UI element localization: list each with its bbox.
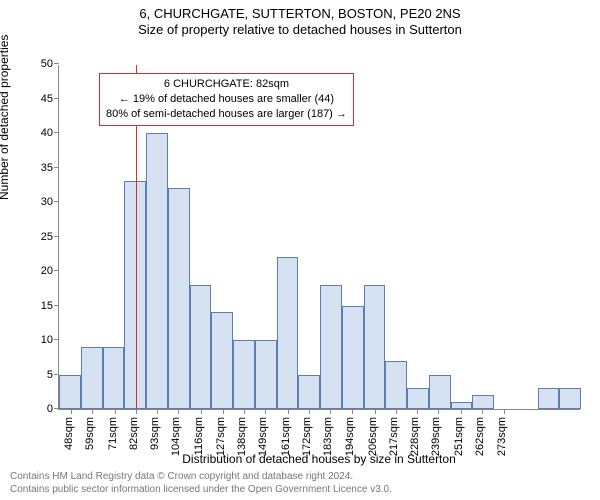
x-tick-mark — [330, 409, 331, 414]
bar — [320, 285, 342, 409]
y-tick-mark — [54, 305, 59, 306]
y-tick-label: 15 — [21, 300, 53, 312]
y-tick-mark — [54, 408, 59, 409]
y-tick-mark — [54, 167, 59, 168]
x-tick-mark — [265, 409, 266, 414]
y-tick-label: 10 — [21, 334, 53, 346]
x-tick-mark — [178, 409, 179, 414]
x-tick-label: 71sqm — [107, 417, 119, 450]
bar — [277, 257, 299, 409]
annotation-line1: 6 CHURCHGATE: 82sqm — [106, 77, 347, 92]
x-tick-label: 228sqm — [409, 417, 421, 456]
x-tick-label: 217sqm — [388, 417, 400, 456]
x-tick-label: 93sqm — [149, 417, 161, 450]
x-tick-label: 251sqm — [453, 417, 465, 456]
annotation-line3: 80% of semi-detached houses are larger (… — [106, 107, 347, 122]
x-tick-label: 273sqm — [496, 417, 508, 456]
y-tick-label: 35 — [21, 162, 53, 174]
y-tick-label: 25 — [21, 231, 53, 243]
x-tick-label: 262sqm — [474, 417, 486, 456]
y-tick-label: 5 — [21, 369, 53, 381]
bar — [103, 347, 125, 409]
y-tick-mark — [54, 236, 59, 237]
x-tick-mark — [244, 409, 245, 414]
footer: Contains HM Land Registry data © Crown c… — [10, 470, 590, 496]
bar — [472, 395, 494, 409]
y-tick-mark — [54, 374, 59, 375]
footer-line2: Contains public sector information licen… — [10, 483, 590, 496]
figure: 6, CHURCHGATE, SUTTERTON, BOSTON, PE20 2… — [0, 0, 600, 500]
x-tick-label: 116sqm — [193, 417, 205, 455]
x-tick-label: 104sqm — [170, 417, 182, 456]
bar — [364, 285, 386, 409]
y-tick-mark — [54, 132, 59, 133]
bar — [538, 388, 560, 409]
bar — [211, 312, 233, 409]
x-tick-mark — [71, 409, 72, 414]
bar — [407, 388, 429, 409]
y-tick-mark — [54, 339, 59, 340]
y-tick-label: 45 — [21, 93, 53, 105]
bar — [385, 361, 407, 409]
x-tick-mark — [309, 409, 310, 414]
y-axis-label: Number of detached properties — [0, 35, 11, 200]
bar — [451, 402, 473, 409]
bar — [255, 340, 277, 409]
title: Size of property relative to detached ho… — [0, 22, 600, 37]
annotation-line2: ← 19% of detached houses are smaller (44… — [106, 92, 347, 107]
x-tick-label: 239sqm — [430, 417, 442, 456]
y-tick-label: 0 — [21, 403, 53, 415]
x-tick-mark — [223, 409, 224, 414]
bar — [146, 133, 168, 409]
x-tick-mark — [157, 409, 158, 414]
y-tick-label: 20 — [21, 265, 53, 277]
y-tick-mark — [54, 270, 59, 271]
x-tick-label: 138sqm — [236, 417, 248, 456]
footer-line1: Contains HM Land Registry data © Crown c… — [10, 470, 590, 483]
bar — [298, 375, 320, 410]
bar — [168, 188, 190, 409]
x-tick-mark — [352, 409, 353, 414]
x-tick-label: 82sqm — [128, 417, 140, 450]
annotation-box: 6 CHURCHGATE: 82sqm ← 19% of detached ho… — [99, 73, 354, 126]
x-tick-mark — [438, 409, 439, 414]
supertitle: 6, CHURCHGATE, SUTTERTON, BOSTON, PE20 2… — [0, 6, 600, 21]
x-tick-label: 149sqm — [257, 417, 269, 456]
y-tick-mark — [54, 98, 59, 99]
x-tick-label: 206sqm — [367, 417, 379, 456]
x-tick-label: 48sqm — [63, 417, 75, 450]
bar — [429, 375, 451, 410]
bar — [559, 388, 581, 409]
y-tick-mark — [54, 63, 59, 64]
x-tick-mark — [375, 409, 376, 414]
y-tick-mark — [54, 201, 59, 202]
x-axis-label: Distribution of detached houses by size … — [58, 452, 580, 466]
bar — [190, 285, 212, 409]
x-tick-mark — [461, 409, 462, 414]
bar — [59, 375, 81, 410]
bar — [342, 306, 364, 410]
x-tick-mark — [504, 409, 505, 414]
x-tick-label: 183sqm — [322, 417, 334, 456]
bar — [233, 340, 255, 409]
x-tick-mark — [136, 409, 137, 414]
y-tick-label: 30 — [21, 196, 53, 208]
bar — [81, 347, 103, 409]
x-tick-mark — [92, 409, 93, 414]
x-tick-mark — [201, 409, 202, 414]
y-tick-label: 40 — [21, 127, 53, 139]
x-tick-label: 194sqm — [344, 417, 356, 456]
x-tick-label: 161sqm — [280, 417, 292, 456]
plot-area: 6 CHURCHGATE: 82sqm ← 19% of detached ho… — [58, 65, 580, 410]
x-tick-mark — [396, 409, 397, 414]
x-tick-label: 59sqm — [84, 417, 96, 450]
x-tick-mark — [417, 409, 418, 414]
x-tick-label: 172sqm — [301, 417, 313, 456]
x-tick-mark — [482, 409, 483, 414]
y-tick-label: 50 — [21, 58, 53, 70]
x-tick-label: 127sqm — [215, 417, 227, 456]
x-tick-mark — [115, 409, 116, 414]
x-tick-mark — [288, 409, 289, 414]
